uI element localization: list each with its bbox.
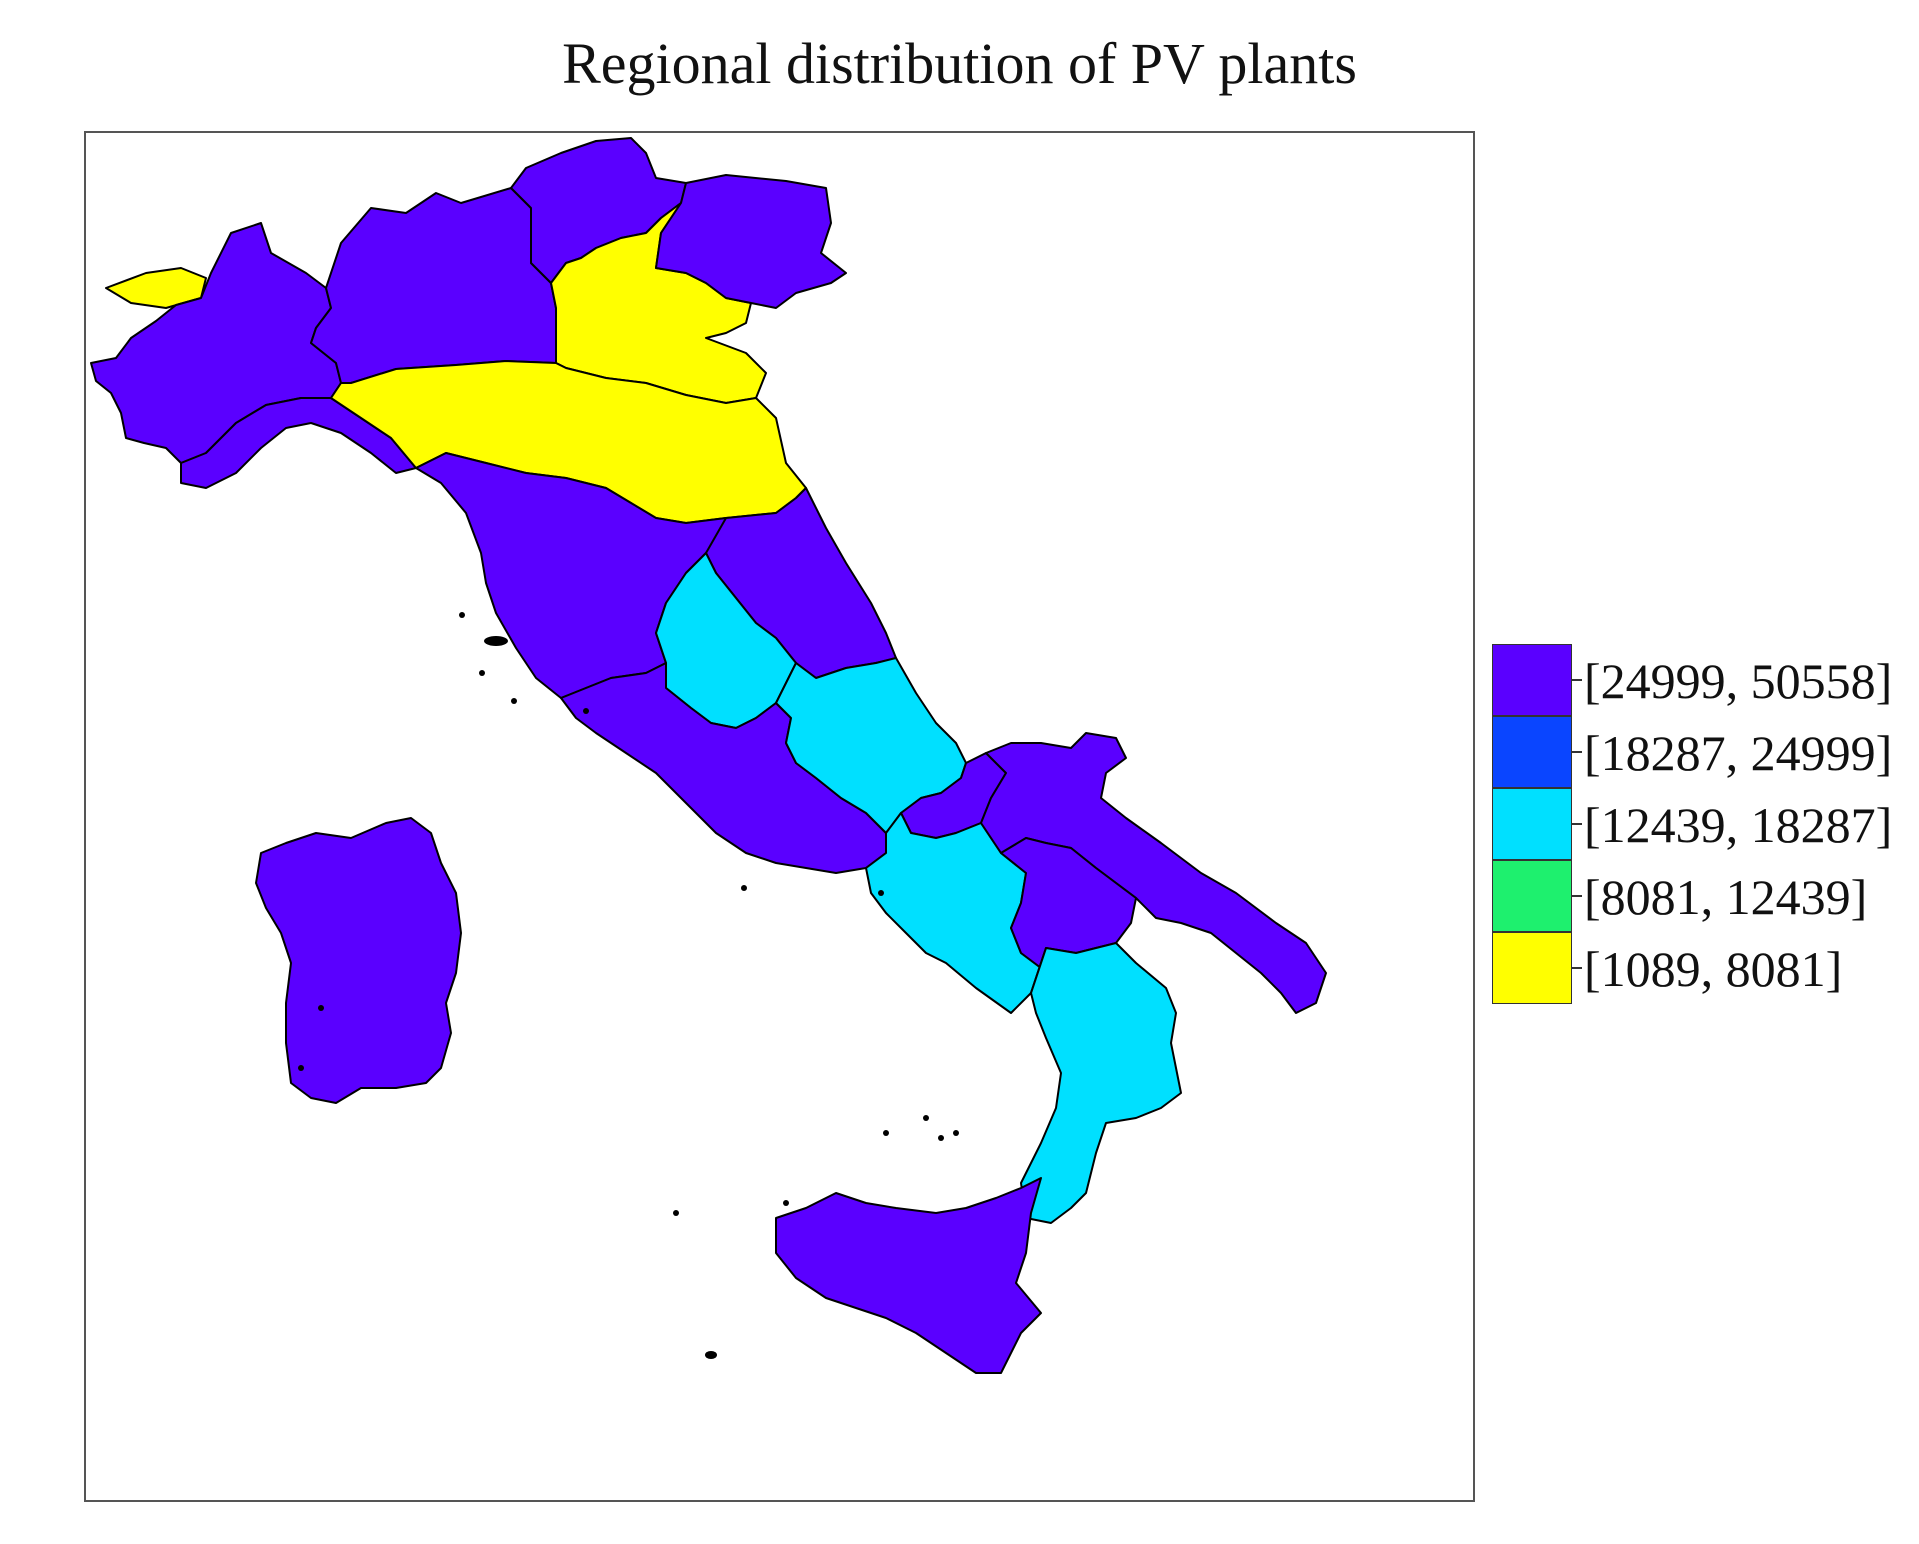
- region-lombardia[interactable]: [310, 187, 557, 384]
- legend-label: [12439, 18287]: [1584, 797, 1893, 853]
- legend-label: [18287, 24999]: [1584, 725, 1893, 781]
- island-marker: [298, 1065, 304, 1071]
- legend-swatch: [1492, 716, 1572, 788]
- region-calabria[interactable]: [1020, 942, 1182, 1224]
- island-marker: [511, 698, 517, 704]
- legend-swatch: [1492, 788, 1572, 860]
- region-piemonte[interactable]: [90, 222, 342, 464]
- island-marker: [479, 670, 485, 676]
- legend-item: [1089, 8081]: [1492, 932, 1912, 1004]
- map-frame: [84, 131, 1475, 1502]
- region-liguria[interactable]: [180, 397, 417, 489]
- island-elba: [484, 636, 508, 646]
- island-marker: [459, 612, 465, 618]
- legend-item: [24999, 50558]: [1492, 644, 1912, 716]
- island-pantelleria: [705, 1351, 717, 1359]
- italy-map: [90, 137, 1327, 1374]
- legend-tick: [1572, 823, 1582, 825]
- legend-swatch: [1492, 860, 1572, 932]
- legend-label: [1089, 8081]: [1584, 941, 1843, 997]
- region-friuli-venezia-giulia[interactable]: [655, 174, 847, 309]
- legend-tick: [1572, 679, 1582, 681]
- island-marker: [923, 1115, 929, 1121]
- map-title: Regional distribution of PV plants: [562, 31, 1357, 96]
- island-marker: [883, 1130, 889, 1136]
- island-marker: [938, 1135, 944, 1141]
- legend-item: [18287, 24999]: [1492, 716, 1912, 788]
- legend-tick: [1572, 967, 1582, 969]
- legend-swatch: [1492, 932, 1572, 1004]
- small-islands: [298, 612, 959, 1359]
- legend-item: [12439, 18287]: [1492, 788, 1912, 860]
- legend-swatch: [1492, 644, 1572, 716]
- island-marker: [673, 1210, 679, 1216]
- legend-label: [8081, 12439]: [1584, 869, 1868, 925]
- island-marker: [878, 890, 884, 896]
- island-marker: [783, 1200, 789, 1206]
- region-sardegna[interactable]: [255, 817, 462, 1104]
- island-marker: [953, 1130, 959, 1136]
- region-valle-d-aosta[interactable]: [105, 267, 207, 309]
- legend-tick: [1572, 751, 1582, 753]
- region-sicilia[interactable]: [775, 1177, 1042, 1374]
- island-marker: [583, 708, 589, 714]
- legend-tick: [1572, 895, 1582, 897]
- legend-label: [24999, 50558]: [1584, 653, 1893, 709]
- island-marker: [741, 885, 747, 891]
- island-marker: [318, 1005, 324, 1011]
- legend-item: [8081, 12439]: [1492, 860, 1912, 932]
